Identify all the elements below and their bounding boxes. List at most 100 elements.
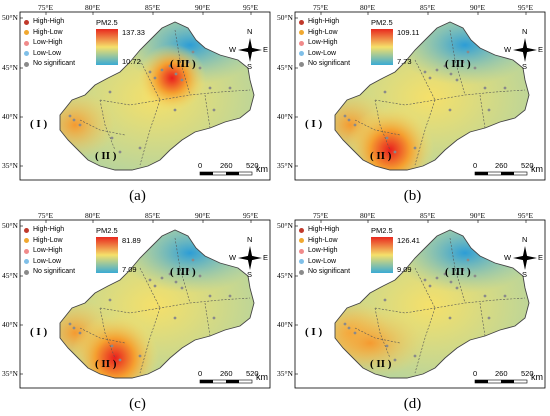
latitude-label: 45°N xyxy=(2,271,18,280)
legend-item: High-High xyxy=(24,225,75,236)
legend-item: Low-Low xyxy=(24,257,75,268)
legend-label: High-Low xyxy=(33,28,63,36)
region-label: ( II ) xyxy=(370,150,392,162)
prefecture-boundaries xyxy=(79,237,251,374)
colorbar-min: 7.09 xyxy=(122,265,137,274)
legend-item: Low-Low xyxy=(299,49,350,60)
xinjiang-outline xyxy=(334,229,530,379)
hotspot-area xyxy=(346,106,434,170)
station-point xyxy=(423,278,427,282)
station-point xyxy=(383,90,387,94)
legend-item: Low-Low xyxy=(24,49,75,60)
legend-label: Low-Low xyxy=(308,49,337,57)
longitude-label: 80°E xyxy=(360,211,376,220)
station-point xyxy=(174,280,178,284)
scale-unit: km xyxy=(531,164,543,174)
longitude-label: 80°E xyxy=(85,211,101,220)
legend-item: High-High xyxy=(299,225,350,236)
longitude-label: 95°E xyxy=(518,211,534,220)
station-point xyxy=(148,278,152,282)
region-label: ( III ) xyxy=(170,58,196,70)
scale-unit: km xyxy=(256,164,268,174)
legend-marker-icon xyxy=(24,248,29,254)
colorbar-min: 9.09 xyxy=(397,265,412,274)
legend-marker-icon xyxy=(299,248,304,254)
latitude-label: 40°N xyxy=(277,112,293,121)
scale-segment xyxy=(475,380,488,383)
legend-item: High-High xyxy=(299,17,350,28)
region-label: ( I ) xyxy=(305,118,323,130)
legend-item: High-Low xyxy=(24,28,75,39)
map-panel-2: High-High High-Low Low-High Low-Low No signi… xyxy=(275,0,550,208)
longitude-label: 75°E xyxy=(38,211,54,220)
station-point xyxy=(428,76,432,80)
station-point xyxy=(385,344,389,348)
panel-caption: (b) xyxy=(403,188,422,204)
legend-label: No significant xyxy=(33,60,76,67)
compass-arrow xyxy=(513,47,537,53)
station-point xyxy=(153,76,157,80)
legend-marker-icon xyxy=(299,51,304,57)
legend-marker-icon xyxy=(299,61,304,67)
map-svg xyxy=(294,11,546,181)
region-label: ( I ) xyxy=(30,326,48,338)
compass-letter-n: N xyxy=(247,235,253,244)
region-label: ( III ) xyxy=(445,266,471,278)
panel-caption: (c) xyxy=(129,396,146,412)
legend-item: High-Low xyxy=(299,28,350,39)
station-point xyxy=(138,146,142,150)
station-point xyxy=(148,70,152,74)
station-point xyxy=(72,326,76,330)
legend-label: High-Low xyxy=(33,236,63,244)
colorbar-min: 10.72 xyxy=(122,57,141,66)
legend-marker-icon xyxy=(24,19,29,25)
compass-letter-n: N xyxy=(522,27,528,36)
longitude-label: 85°E xyxy=(420,211,436,220)
legend-label: High-High xyxy=(308,226,340,233)
legend-label: Low-Low xyxy=(33,49,62,57)
scale-unit: km xyxy=(531,372,543,382)
region-label: ( II ) xyxy=(95,150,117,162)
station-point xyxy=(448,108,452,112)
longitude-label: 75°E xyxy=(313,3,329,12)
compass-letter-w: W xyxy=(504,45,512,54)
longitude-label: 95°E xyxy=(243,211,259,220)
station-point xyxy=(461,60,465,64)
station-point xyxy=(108,90,112,94)
station-point xyxy=(186,60,190,64)
compass-letter-w: W xyxy=(229,45,237,54)
colorbar-max: 81.89 xyxy=(122,236,141,245)
scale-segment xyxy=(475,172,488,175)
scale-tick-label: 260 xyxy=(495,369,508,378)
station-point xyxy=(186,268,190,272)
colorbar xyxy=(96,237,118,273)
station-point xyxy=(435,276,439,280)
station-point xyxy=(435,68,439,72)
latitude-label: 35°N xyxy=(2,369,18,378)
legend-marker-icon xyxy=(299,30,304,36)
station-point xyxy=(160,276,164,280)
colorbar xyxy=(371,237,393,273)
station-point xyxy=(173,316,177,320)
legend-label: Low-Low xyxy=(308,257,337,265)
station-point xyxy=(393,150,397,154)
longitude-label: 80°E xyxy=(360,3,376,12)
scale-tick-label: 0 xyxy=(473,161,478,170)
scale-tick-label: 520 xyxy=(521,369,534,378)
scale-segment xyxy=(226,380,239,383)
colorbar-title: PM2.5 xyxy=(96,18,118,27)
station-point xyxy=(347,326,351,330)
legend-label: High-Low xyxy=(308,28,338,36)
legend-marker-icon xyxy=(299,227,304,233)
station-point xyxy=(160,68,164,72)
compass-letter-e: E xyxy=(538,253,544,262)
legend-label: No significant xyxy=(308,268,351,275)
longitude-label: 95°E xyxy=(243,3,259,12)
compass-letter-e: E xyxy=(538,45,544,54)
scale-segment xyxy=(501,380,514,383)
legend-item: Low-High xyxy=(299,246,350,257)
station-point xyxy=(168,64,172,68)
map-svg xyxy=(19,11,271,181)
scale-tick-label: 0 xyxy=(198,369,203,378)
scale-segment xyxy=(200,380,213,383)
